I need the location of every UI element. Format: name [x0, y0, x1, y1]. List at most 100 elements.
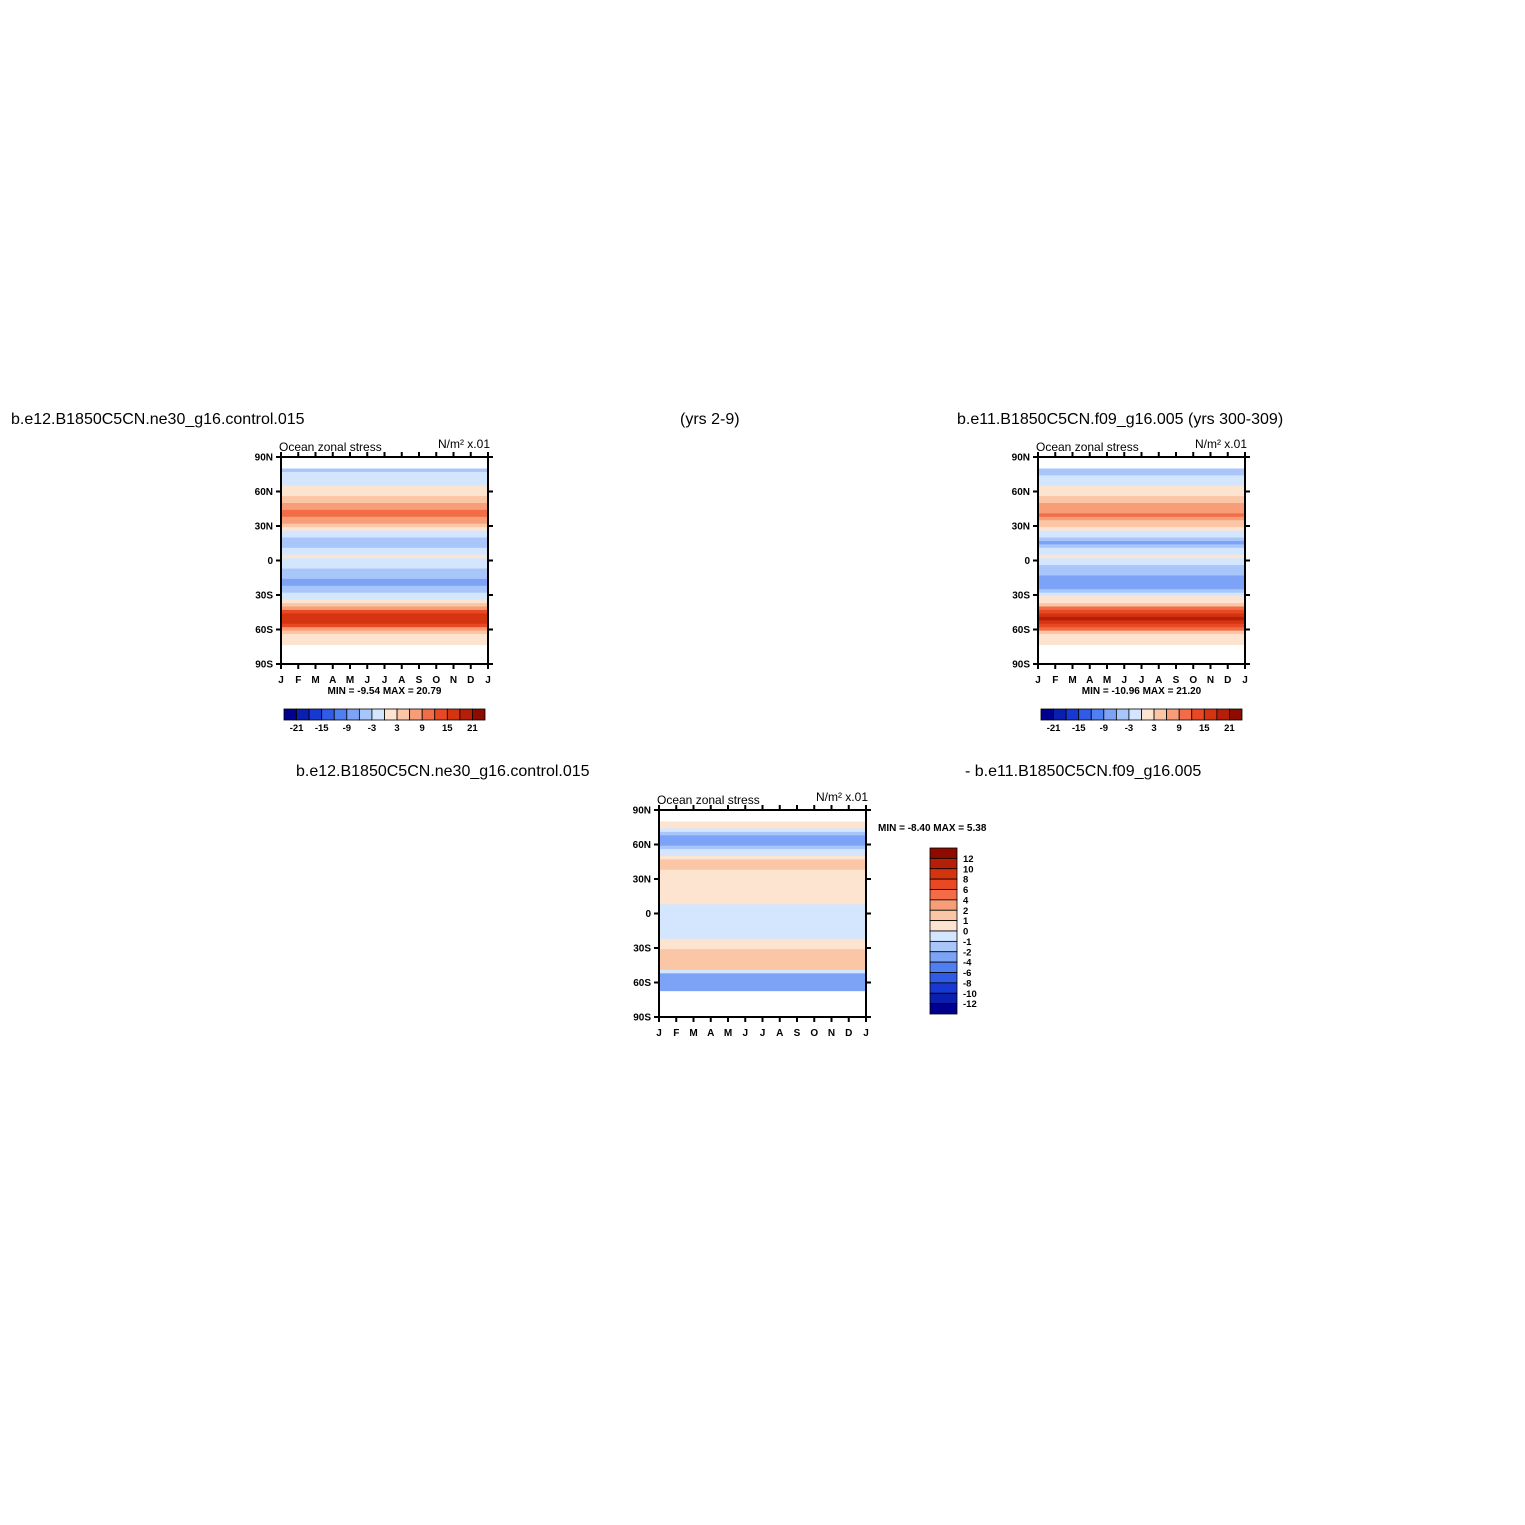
contour-band [281, 630, 488, 635]
contour-band [1038, 492, 1245, 497]
contour-band [281, 599, 488, 604]
contour-band [659, 931, 866, 936]
colorbar-swatch [446, 708, 461, 721]
contour-band [281, 620, 488, 625]
x-tick-label: J [364, 675, 370, 686]
contour-band [281, 641, 488, 646]
contour-band [659, 852, 866, 857]
colorbar-swatch [929, 920, 958, 932]
colorbar-label: -2 [963, 947, 971, 958]
x-tick-label: A [1086, 675, 1093, 686]
x-tick-label: F [1052, 675, 1058, 686]
contour-band [1038, 554, 1245, 559]
colorbar-swatch [346, 708, 360, 721]
panel-title: Ocean zonal stress [279, 440, 382, 454]
x-tick-label: J [760, 1028, 766, 1039]
x-tick-label: D [1224, 675, 1231, 686]
contour-band [1038, 596, 1245, 601]
contour-band [1038, 603, 1245, 608]
contour-band [1038, 540, 1245, 545]
x-tick-label: D [845, 1028, 852, 1039]
colorbar-swatch [1128, 708, 1142, 721]
colorbar-label: 2 [963, 906, 968, 917]
colorbar-label: -12 [963, 999, 977, 1010]
contour-band [281, 540, 488, 545]
colorbar-swatch [283, 708, 297, 721]
contour-band [281, 527, 488, 532]
contour-band [281, 471, 488, 476]
contour-band [281, 492, 488, 497]
contour-band [659, 973, 866, 978]
colorbar-swatch [929, 972, 958, 984]
contour-band [1038, 547, 1245, 552]
contour-band [281, 606, 488, 611]
colorbar-swatch [929, 940, 958, 953]
colorbar-label: -9 [1100, 723, 1108, 734]
colorbar-swatch [929, 930, 958, 942]
contour-band [1038, 634, 1245, 639]
colorbar-swatch [1203, 708, 1218, 721]
colorbar-swatch [929, 961, 958, 973]
colorbar-label: 1 [963, 916, 969, 927]
contour-band [281, 544, 488, 549]
contour-band [281, 575, 488, 580]
contour-band [1038, 537, 1245, 542]
colorbar-swatch [308, 708, 323, 721]
contour-band [281, 613, 488, 618]
colorbar-label: 10 [963, 864, 974, 875]
y-tick-label: 90S [633, 1013, 651, 1024]
panel-units: N/m² x.01 [816, 790, 868, 804]
x-tick-label: S [1173, 675, 1180, 686]
colorbar-label: 0 [963, 927, 968, 938]
contour-band [659, 883, 866, 888]
contour-band [1038, 489, 1245, 494]
contour-band [281, 523, 488, 528]
contour-band [659, 949, 866, 954]
y-tick-label: 60S [255, 625, 273, 636]
contour-band [659, 862, 866, 867]
contour-band [1038, 475, 1245, 480]
x-tick-label: S [416, 675, 423, 686]
contour-band [659, 983, 866, 988]
colorbar-swatch [929, 992, 958, 1005]
colorbar-label: 21 [467, 723, 478, 734]
contour-band [1038, 616, 1245, 621]
colorbar-swatch [1103, 708, 1117, 721]
colorbar-label: 9 [420, 723, 425, 734]
colorbar-swatch [929, 951, 958, 963]
contour-band [659, 842, 866, 847]
contour-band [1038, 468, 1245, 473]
colorbar-swatch [472, 708, 486, 721]
y-tick-label: 60N [633, 840, 651, 851]
colorbar-label: 8 [963, 875, 968, 886]
contour-band [659, 938, 866, 943]
contour-band [281, 513, 488, 518]
contour-band [659, 897, 866, 902]
contour-field [659, 821, 866, 992]
contour-band [281, 551, 488, 556]
contour-band [1038, 485, 1245, 490]
contour-band [659, 887, 866, 892]
colorbar-label: -1 [963, 937, 972, 948]
y-tick-label: 30N [1012, 522, 1030, 533]
x-tick-label: J [278, 675, 284, 686]
contour-band [659, 904, 866, 909]
x-tick-label: O [1189, 675, 1197, 686]
contour-field [281, 468, 488, 646]
colorbar-swatch [929, 847, 958, 859]
y-tick-label: 60S [1012, 625, 1030, 636]
colorbar-label: -15 [315, 723, 329, 734]
colorbar-label: -21 [1047, 723, 1061, 734]
colorbar-label: 15 [1199, 723, 1210, 734]
colorbar-swatch [371, 708, 385, 721]
contour-band [281, 578, 488, 583]
min-max-stats: MIN = -8.40 MAX = 5.38 [878, 823, 987, 834]
contour-band [281, 478, 488, 483]
contour-band [281, 623, 488, 628]
contour-band [281, 592, 488, 597]
contour-band [1038, 575, 1245, 580]
colorbar-label: 9 [1177, 723, 1182, 734]
colorbar-swatch [929, 857, 958, 870]
contour-band [281, 561, 488, 566]
